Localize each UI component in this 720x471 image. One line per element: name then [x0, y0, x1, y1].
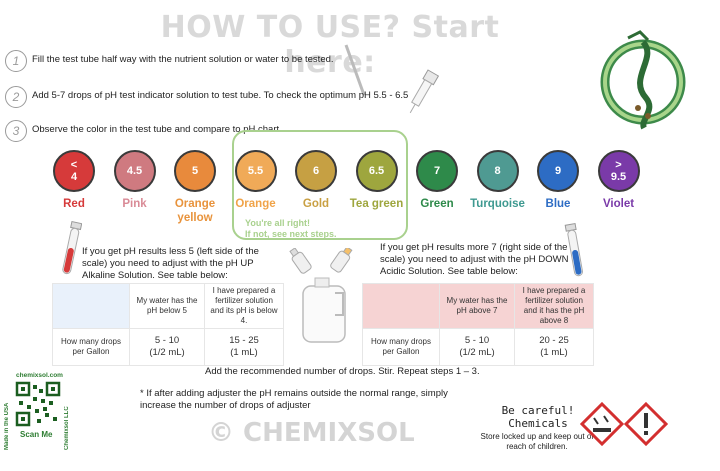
ph-up-header-water: My water has the pH below 5 — [129, 283, 205, 329]
ph-color-label: Gold — [302, 198, 330, 210]
red-test-tube-icon — [62, 220, 82, 275]
ph-value: 6 — [312, 165, 320, 177]
blue-test-tube-icon — [564, 222, 583, 277]
ph-circle-8: 8 — [476, 150, 519, 192]
caution-line-1: Be careful! — [501, 404, 575, 417]
jug-and-bottles-icon — [289, 248, 353, 343]
step-2-number: 2 — [5, 86, 27, 108]
ph-value: 9.5 — [610, 171, 627, 183]
ph-color-label: Turquoise — [470, 198, 525, 210]
ph-color-label: Red — [63, 198, 85, 210]
company-vertical-label: Chemixsol LLC — [64, 406, 70, 450]
ph-value: 5.5 — [247, 165, 264, 177]
ph-color-label: Pink — [122, 198, 147, 210]
ph-symbol: < — [70, 159, 78, 171]
adjuster-note: * If after adding adjuster the pH remain… — [140, 388, 448, 411]
ph-color-label: Violet — [602, 198, 635, 210]
ph-value: 7 — [433, 165, 441, 177]
ph-circle-7: 7 — [416, 150, 458, 192]
pipette-illustration — [344, 44, 440, 114]
ph-up-instructions: If you get pH results less 5 (left side … — [82, 246, 259, 281]
table-corner — [362, 283, 440, 329]
repeat-note: Add the recommended number of drops. Sti… — [205, 366, 480, 377]
ph-up-table: My water has the pH below 5 I have prepa… — [52, 283, 284, 366]
dragon-emblem-icon — [600, 30, 686, 130]
ph-down-header-water: My water has the pH above 7 — [439, 283, 515, 329]
ph-circle-5.5: 5.5 — [234, 150, 277, 192]
ph-color-label: Green — [420, 198, 454, 210]
ph-value: 5 — [191, 165, 199, 177]
ph-value: 9 — [554, 165, 562, 177]
caution-text: Be careful! Chemicals — [488, 404, 588, 430]
ph-down-fertilizer-drops: 20 - 25 (1 mL) — [514, 328, 594, 366]
ph-value: 4.5 — [126, 165, 143, 177]
optimum-range-note: You're all right! If not, see next steps… — [245, 218, 337, 240]
step-3-number: 3 — [5, 120, 27, 142]
storage-warning: Store locked up and keep out of reach of… — [480, 432, 594, 451]
chemixsol-logo: © CHEMIXSOL — [208, 418, 415, 448]
step-1-text: Fill the test tube half way with the nut… — [32, 54, 334, 65]
qr-site: chemixsol.com — [16, 372, 63, 379]
ph-value: 8 — [494, 165, 501, 177]
ph-down-instructions: If you get pH results more 7 (right side… — [380, 242, 569, 277]
ph-circle-6.5: 6.5 — [355, 150, 398, 192]
caution-line-2: Chemicals — [508, 417, 568, 430]
qr-code-icon[interactable] — [15, 381, 61, 427]
ph-circle-4.5: 4.5 — [113, 150, 156, 192]
corrosive-hazard-icon — [580, 402, 624, 446]
ph-color-label: Orange — [235, 198, 276, 210]
ph-up-fertilizer-drops: 15 - 25 (1 mL) — [204, 328, 284, 366]
scan-me-label: Scan Me — [20, 430, 53, 439]
optimum-range-box — [232, 130, 408, 240]
ph-circle-6: 6 — [295, 150, 337, 192]
ph-up-row-label: How many drops per Gallon — [52, 328, 130, 366]
page-title: HOW TO USE? Start here: — [160, 10, 500, 80]
step-1-number: 1 — [5, 50, 27, 72]
ph-value: 4 — [70, 171, 78, 183]
ph-circle-5: 5 — [174, 150, 216, 192]
ph-circle-4: <4 — [53, 150, 95, 192]
ph-color-label: Blue — [545, 198, 571, 210]
ph-down-header-fertilizer: I have prepared a fertilizer solution an… — [514, 283, 594, 329]
ok-line-2: If not, see next steps. — [245, 229, 337, 239]
ph-down-table: My water has the pH above 7 I have prepa… — [362, 283, 594, 366]
table-corner — [52, 283, 130, 329]
ph-down-water-drops: 5 - 10 (1/2 mL) — [439, 328, 515, 366]
made-in-usa-label: Made in the USA — [4, 402, 10, 450]
ph-value: 6.5 — [368, 165, 385, 177]
step-3-text: Observe the color in the test tube and c… — [32, 124, 282, 135]
ph-down-row-label: How many drops per Gallon — [362, 328, 440, 366]
ph-up-header-fertilizer: I have prepared a fertilizer solution an… — [204, 283, 284, 329]
ph-color-label: Tea green — [349, 198, 404, 210]
ph-symbol: > — [615, 159, 622, 171]
exclamation-hazard-icon — [624, 402, 668, 446]
ph-up-water-drops: 5 - 10 (1/2 mL) — [129, 328, 205, 366]
step-2-text: Add 5-7 drops of pH test indicator solut… — [32, 90, 409, 101]
ok-line-1: You're all right! — [245, 218, 310, 228]
ph-circle-9: 9 — [537, 150, 579, 192]
ph-color-label: Orange yellow — [174, 198, 216, 224]
ph-circle-9.5: >9.5 — [597, 150, 640, 192]
